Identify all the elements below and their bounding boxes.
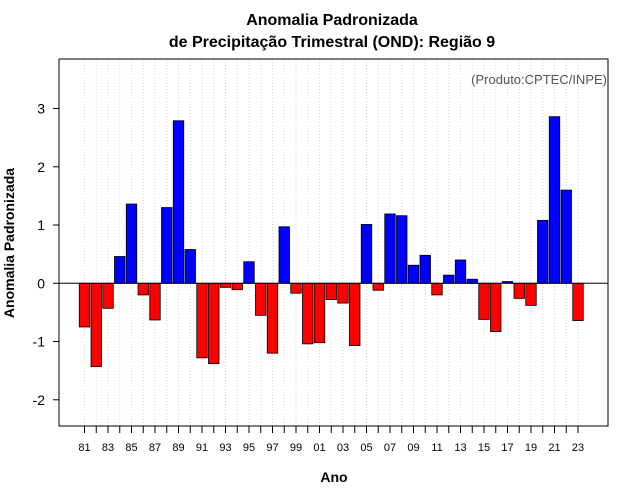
bar-16 [490,282,502,333]
y-tick-label: 2 [37,159,45,175]
bar-97 [266,282,279,354]
bar-02 [325,282,337,300]
bar-91 [196,282,208,359]
credit-text: (Produto:CPTEC/INPE) [471,72,607,87]
x-tick-label: 13 [454,442,466,454]
bar-14 [466,278,478,284]
bar-11 [431,282,443,296]
x-tick-label: 05 [360,442,372,454]
x-tick-label: 19 [525,442,537,454]
x-tick-label: 01 [313,442,325,454]
bar-10 [419,254,431,284]
x-tick-label: 97 [266,442,278,454]
y-tick-label: 1 [37,217,45,233]
bar-23 [572,282,584,321]
x-tick-label: 03 [337,442,349,454]
bar-15 [478,282,490,320]
x-tick-label: 83 [102,442,114,454]
bar-92 [208,282,220,365]
bar-22 [560,189,572,284]
bar-85 [125,203,138,284]
chart-title-line-2: de Precipitação Trimestral (OND): Região… [169,34,495,51]
bar-99 [290,282,302,294]
bar-84 [114,256,126,284]
x-tick-label: 91 [196,442,208,454]
y-tick-label: 3 [37,101,45,117]
x-tick-label: 95 [243,442,255,454]
bar-82 [90,282,102,367]
bar-01 [313,282,326,344]
x-tick-label: 21 [548,442,560,454]
y-tick-label: -1 [33,334,46,350]
chart-title-line-1: Anomalia Padronizada [246,12,418,29]
bar-96 [255,282,267,316]
x-tick-label: 87 [149,442,161,454]
x-tick-label: 85 [125,442,137,454]
x-tick-label: 17 [501,442,513,454]
bar-03 [337,282,349,304]
x-axis-ticks: 81 83 85 87 89 91 93 95 97 99 01 03 05 07 09 11 13 15 17 19… [78,426,584,454]
bar-19 [525,282,537,306]
x-tick-label: 99 [290,442,302,454]
bar-05 [360,224,373,284]
y-tick-label: -2 [33,392,46,408]
y-axis-label: Anomalia Padronizada [1,168,17,318]
y-axis-ticks: -2 -1 0 1 2 3 [33,101,59,408]
bar-81 [78,282,91,328]
bar-86 [137,282,149,296]
y-tick-label: 0 [37,275,45,291]
bar-88 [161,207,173,284]
x-tick-label: 23 [572,442,584,454]
bar-95 [243,261,255,284]
x-tick-label: 15 [478,442,490,454]
bar-94 [231,282,243,291]
bar-18 [513,282,525,299]
x-tick-label: 81 [78,442,90,454]
bar-07 [384,213,396,284]
bar-98 [278,226,290,284]
bar-12 [443,274,455,284]
plot-frame [58,58,609,427]
bars [78,116,584,367]
bar-89 [172,120,185,284]
bar-06 [372,282,384,291]
x-tick-label: 93 [219,442,231,454]
x-tick-label: 07 [384,442,396,454]
bar-20 [537,219,549,284]
bar-04 [349,282,361,347]
bar-83 [102,282,114,309]
bar-09 [407,264,420,284]
bar-13 [454,259,467,284]
bar-93 [219,282,232,288]
x-tick-label: 89 [172,442,184,454]
bar-90 [184,249,196,284]
bar-08 [396,215,408,284]
bar-87 [149,282,161,321]
x-tick-label: 09 [407,442,419,454]
bar-21 [548,116,561,284]
x-axis-label: Ano [320,469,347,485]
grid-lines [84,59,579,426]
bar-00 [302,282,314,345]
x-tick-label: 11 [431,442,442,454]
